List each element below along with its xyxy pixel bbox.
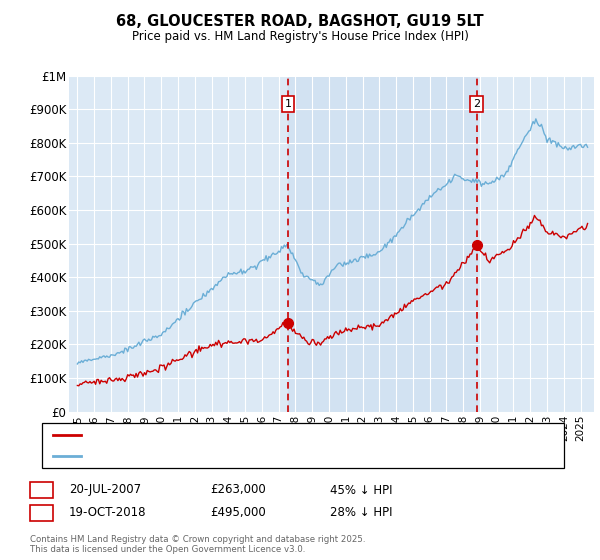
Text: HPI: Average price, detached house, Surrey Heath: HPI: Average price, detached house, Surr…	[86, 450, 360, 460]
Bar	[288, 76, 476, 412]
Text: Price paid vs. HM Land Registry's House Price Index (HPI): Price paid vs. HM Land Registry's House …	[131, 30, 469, 43]
Text: 1: 1	[37, 483, 46, 497]
Text: £263,000: £263,000	[210, 483, 266, 497]
Text: 20-JUL-2007: 20-JUL-2007	[69, 483, 141, 497]
Text: 19-OCT-2018: 19-OCT-2018	[69, 506, 146, 520]
Text: 68, GLOUCESTER ROAD, BAGSHOT, GU19 5LT (detached house): 68, GLOUCESTER ROAD, BAGSHOT, GU19 5LT (…	[86, 430, 434, 440]
Text: 2: 2	[473, 99, 480, 109]
Text: 1: 1	[284, 99, 292, 109]
Text: Contains HM Land Registry data © Crown copyright and database right 2025.
This d: Contains HM Land Registry data © Crown c…	[30, 535, 365, 554]
Text: 28% ↓ HPI: 28% ↓ HPI	[330, 506, 392, 520]
Text: 2: 2	[37, 506, 46, 520]
Text: 45% ↓ HPI: 45% ↓ HPI	[330, 483, 392, 497]
Text: £495,000: £495,000	[210, 506, 266, 520]
Text: 68, GLOUCESTER ROAD, BAGSHOT, GU19 5LT: 68, GLOUCESTER ROAD, BAGSHOT, GU19 5LT	[116, 14, 484, 29]
